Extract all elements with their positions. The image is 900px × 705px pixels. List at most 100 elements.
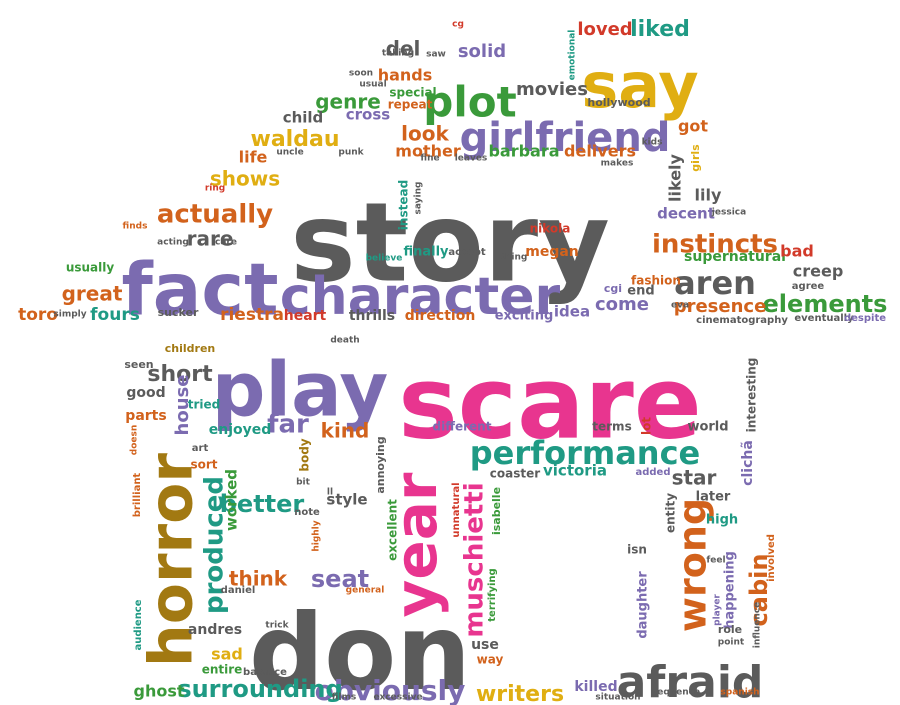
word-megan: megan bbox=[525, 244, 579, 260]
word-think: think bbox=[229, 567, 288, 591]
word-fashion: fashion bbox=[631, 274, 681, 288]
word-direction: direction bbox=[405, 308, 476, 324]
word-scare: scare bbox=[398, 344, 701, 461]
word-performance: performance bbox=[470, 434, 700, 472]
word-annoying: annoying bbox=[374, 436, 387, 493]
word-andres: andres bbox=[188, 622, 242, 638]
word-elements: elements bbox=[763, 290, 888, 318]
word-punk: punk bbox=[338, 148, 364, 158]
word-interesting: interesting bbox=[745, 358, 759, 433]
word-cg: cg bbox=[452, 20, 464, 30]
word-doesn: doesn bbox=[130, 425, 140, 456]
word-taking: taking bbox=[382, 49, 414, 59]
word-death: death bbox=[330, 336, 359, 346]
word-uncle: uncle bbox=[276, 148, 303, 158]
word-great: great bbox=[62, 282, 123, 306]
word-victoria: victoria bbox=[543, 462, 607, 480]
word-situation: situation bbox=[595, 693, 640, 703]
word-bit: bit bbox=[296, 478, 311, 488]
word-later: later bbox=[696, 490, 731, 505]
word-despite: despite bbox=[844, 313, 886, 324]
word-audience: audience bbox=[133, 599, 144, 650]
word-involved: involved bbox=[766, 534, 777, 582]
word-different: different bbox=[433, 420, 492, 434]
word-terrifying: terrifying bbox=[487, 568, 498, 621]
word-trick: trick bbox=[265, 621, 289, 631]
word-accept: accept bbox=[448, 247, 486, 258]
word-presence: presence bbox=[674, 296, 767, 317]
word-hands: hands bbox=[378, 66, 433, 85]
word-good: good bbox=[126, 385, 165, 401]
word-tried: tried bbox=[188, 398, 221, 412]
word-entity: entity bbox=[664, 493, 678, 533]
word-general: general bbox=[346, 586, 385, 596]
word-special: special bbox=[389, 86, 436, 100]
word-emotional: emotional bbox=[568, 30, 578, 81]
word-isabelle: isabelle bbox=[490, 487, 503, 535]
word-ghost: ghost bbox=[133, 682, 184, 701]
word-solid: solid bbox=[458, 41, 506, 62]
word-better: better bbox=[220, 490, 305, 518]
word-produced: produced bbox=[200, 476, 230, 614]
word-heart: heart bbox=[284, 308, 327, 324]
word-usual: usual bbox=[359, 80, 386, 90]
word-cabin: cabin bbox=[745, 554, 773, 627]
word-idea: idea bbox=[554, 303, 590, 321]
word-shows: shows bbox=[210, 167, 280, 191]
word-thing: thing bbox=[501, 253, 528, 263]
word-soon: soon bbox=[349, 69, 373, 79]
word-plot: plot bbox=[423, 78, 516, 127]
word-leaves: leaves bbox=[455, 154, 488, 164]
word-obviously: obviously bbox=[315, 674, 466, 705]
word-balance: balance bbox=[243, 667, 287, 678]
word-lily: lily bbox=[695, 186, 722, 205]
word-instead: instead bbox=[397, 180, 411, 230]
word-fours: fours bbox=[90, 305, 140, 325]
word-saw: saw bbox=[426, 50, 446, 60]
word-life: life bbox=[239, 148, 268, 167]
word-movies: movies bbox=[516, 79, 588, 100]
word-body: body bbox=[298, 438, 312, 471]
word-character: character bbox=[280, 267, 561, 327]
word-world: world bbox=[687, 420, 728, 435]
word-wrong: wrong bbox=[671, 498, 715, 632]
word-saying: saying bbox=[414, 182, 424, 215]
word-influence: influence bbox=[753, 602, 763, 649]
word-finds: finds bbox=[123, 222, 148, 232]
word-kind: kind bbox=[321, 419, 370, 443]
word-horror: horror bbox=[137, 453, 207, 667]
word-barbara: barbara bbox=[488, 142, 559, 161]
word-note: note bbox=[294, 507, 320, 518]
word-house: house bbox=[172, 375, 193, 436]
word-don: don bbox=[249, 592, 471, 705]
word-hollywood: hollywood bbox=[587, 96, 650, 109]
word-end: end bbox=[627, 284, 654, 299]
word-sad: sad bbox=[211, 645, 243, 664]
word-excessive: excessive bbox=[373, 693, 422, 703]
word-enjoyed: enjoyed bbox=[209, 422, 272, 438]
word-role: role bbox=[718, 623, 742, 636]
word-unnatural: unnatural bbox=[451, 482, 462, 537]
word-lot: lot bbox=[640, 417, 654, 435]
word-instincts: instincts bbox=[652, 230, 778, 260]
word-actually: actually bbox=[157, 200, 273, 230]
word-child: child bbox=[283, 109, 324, 127]
word-creep: creep bbox=[793, 262, 844, 281]
word-happening: happening bbox=[723, 551, 738, 629]
word-finally: finally bbox=[403, 245, 449, 260]
word-way: way bbox=[477, 653, 504, 667]
word-delivers: delivers bbox=[564, 142, 636, 161]
word-excellent: excellent bbox=[386, 499, 400, 561]
word-repeat: repeat bbox=[388, 98, 433, 112]
word-parts: parts bbox=[125, 408, 166, 424]
word-short: short bbox=[147, 362, 213, 387]
word-surrounding: surrounding bbox=[177, 675, 342, 703]
word-nikola: nikola bbox=[530, 222, 571, 236]
word-supernatural: supernatural bbox=[684, 249, 786, 265]
word-jessica: jessica bbox=[711, 208, 746, 218]
word-mother: mother bbox=[395, 142, 461, 161]
word-fact: fact bbox=[121, 248, 278, 332]
word-look: look bbox=[401, 122, 449, 146]
word-afraid: afraid bbox=[617, 657, 764, 705]
